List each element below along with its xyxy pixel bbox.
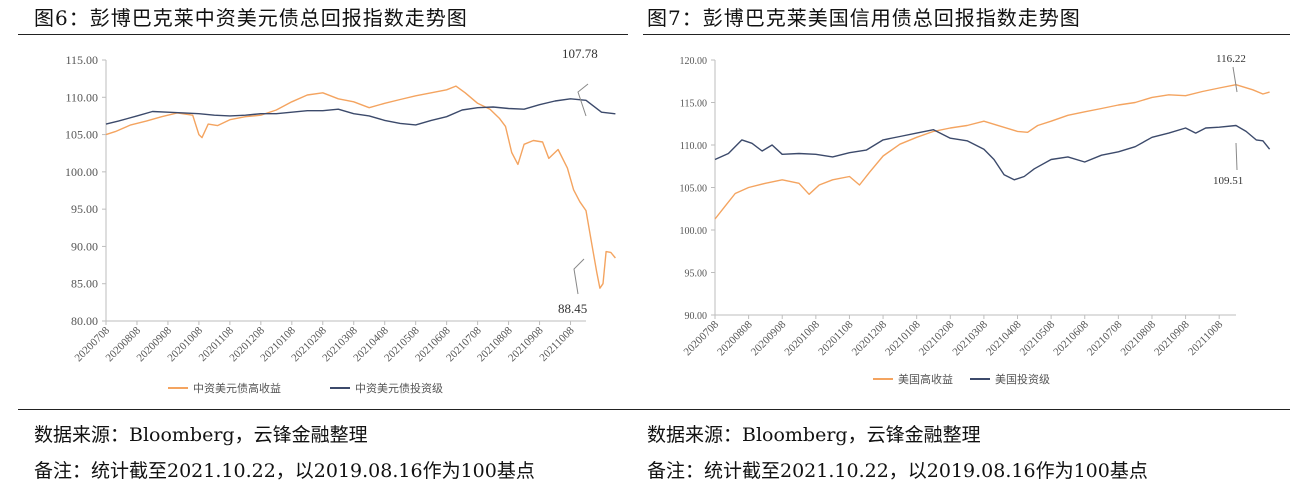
x-tick-label: 20211008 [1186, 318, 1226, 358]
annotation-label: 116.22 [1216, 53, 1246, 65]
x-tick-label: 20210508 [1018, 318, 1058, 358]
y-tick-label: 80.00 [71, 314, 98, 328]
data-source-right: 数据来源：Bloomberg，云锋金融整理 [647, 424, 981, 446]
series-line [105, 85, 616, 289]
y-tick-label: 95.00 [685, 269, 708, 280]
x-tick-label: 20210608 [1051, 318, 1091, 358]
y-tick-label: 110.00 [65, 90, 98, 104]
series-line [714, 124, 1271, 181]
footnote-right: 备注：统计截至2021.10.22，以2019.08.16作为100基点 [647, 460, 1148, 482]
x-tick-label: 20200808 [715, 318, 755, 358]
x-tick-label: 20201208 [850, 318, 890, 358]
y-tick-label: 120.00 [680, 56, 708, 67]
x-tick-label: 20210208 [917, 318, 957, 358]
y-tick-label: 110.00 [680, 141, 707, 152]
footnote-left: 备注：统计截至2021.10.22，以2019.08.16作为100基点 [34, 460, 535, 482]
legend-label: 美国高收益 [898, 372, 953, 386]
annotation-label: 107.78 [562, 46, 598, 61]
x-tick-label: 20210908 [1152, 318, 1192, 358]
chart-title-left: 图6：彭博巴克莱中资美元债总回报指数走势图 [34, 6, 468, 30]
bottom-rule [18, 409, 1290, 410]
legend-label: 中资美元债高收益 [193, 381, 281, 395]
legend-label: 美国投资级 [995, 372, 1050, 386]
x-tick-label: 20210708 [1085, 318, 1125, 358]
line-chart-chinese-usd-bonds: 115.00 110.00 105.00 100.00 95.00 90.00 85.00 8… [65, 46, 616, 395]
annotation-label: 88.45 [558, 301, 587, 316]
annotation-leader-line [573, 258, 585, 295]
x-tick-label: 20210308 [950, 318, 990, 358]
y-tick-label: 95.00 [71, 202, 98, 216]
annotation-leader-line [577, 83, 589, 117]
y-tick-label: 90.00 [685, 311, 708, 322]
annotation-label: 109.51 [1213, 175, 1243, 187]
y-tick-label: 85.00 [71, 277, 98, 291]
x-tick-label: 20210108 [883, 318, 923, 358]
x-tick-label: 20210408 [984, 318, 1024, 358]
series-line [105, 98, 616, 126]
y-tick-label: 115.00 [65, 53, 98, 67]
data-source-left: 数据来源：Bloomberg，云锋金融整理 [34, 424, 368, 446]
annotation-leader-line [1232, 66, 1238, 93]
x-tick-label: 20211008 [537, 324, 577, 364]
top-rule-left [18, 34, 628, 35]
y-tick-label: 100.00 [680, 226, 708, 237]
annotation-leader-line [1235, 142, 1238, 171]
y-tick-label: 105.00 [65, 128, 98, 142]
legend-label: 中资美元债投资级 [355, 381, 443, 395]
x-tick-label: 20201008 [782, 318, 822, 358]
top-rule-right [643, 34, 1290, 35]
x-tick-label: 20210808 [1118, 318, 1158, 358]
y-tick-label: 100.00 [65, 165, 98, 179]
y-tick-label: 90.00 [71, 239, 98, 253]
line-chart-us-credit-bonds: 120.00 115.00 110.00 105.00 100.00 95.00 90.00… [680, 53, 1271, 386]
y-tick-label: 105.00 [680, 184, 708, 195]
x-tick-label: 20200908 [749, 318, 789, 358]
series-line [714, 84, 1270, 220]
chart-title-right: 图7：彭博巴克莱美国信用债总回报指数走势图 [647, 6, 1081, 30]
x-tick-label: 20200708 [682, 318, 722, 358]
y-tick-label: 115.00 [680, 99, 707, 110]
x-tick-label: 20201108 [816, 318, 856, 358]
